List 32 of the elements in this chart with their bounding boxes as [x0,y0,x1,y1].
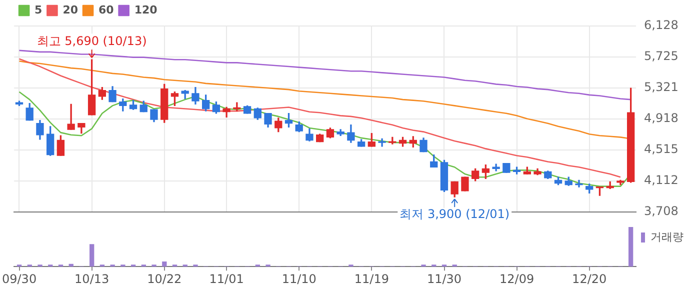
candlestick [378,138,386,147]
y-tick-label: 5,321 [644,80,678,94]
x-tick-label: 12/09 [500,272,534,286]
x-tick-label: 11/10 [282,272,316,286]
y-tick-label: 6,128 [644,18,678,32]
x-tick-label: 09/30 [2,272,37,286]
bar [90,244,94,267]
y-tick-label: 4,515 [644,142,678,156]
legend-label: 120 [134,3,158,16]
annotation: 최고 5,690 (10/13) [36,34,147,48]
x-tick-label: 11/19 [354,272,389,286]
x-tick-label: 12/20 [572,272,607,286]
y-tick-label: 4,112 [644,172,678,187]
candlestick [502,162,510,173]
candlestick [388,136,396,144]
x-tick-label: 10/13 [74,272,110,286]
candlestick [616,180,624,186]
x-tick-label: 11/30 [426,272,462,286]
x-tick-label: 11/01 [209,272,244,286]
legend-label: 20 [62,3,78,16]
legend-label: 60 [98,3,114,16]
bar [628,227,634,267]
bar [68,264,74,267]
x-tick-label: 10/22 [147,272,182,286]
y-tick-label: 4,918 [644,111,678,126]
y-tick-label: 3,708 [644,204,678,218]
bar [162,262,167,267]
annotation: 최저 3,900 (12/01) [400,207,510,222]
candlestick [461,176,469,192]
legend-label: 5 [34,3,42,16]
legend-label: 거래량 [650,230,684,244]
y-tick-label: 5,725 [644,49,678,64]
